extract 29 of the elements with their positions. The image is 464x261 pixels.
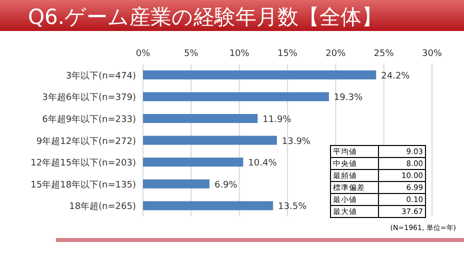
chart-title: Q6.ゲーム産業の経験年月数【全体】 bbox=[28, 5, 383, 29]
x-tick-label: 5% bbox=[184, 49, 199, 59]
y-tick-label: 18年超(n=265) bbox=[69, 201, 136, 212]
x-tick-label: 25% bbox=[374, 49, 394, 59]
data-label: 6.9% bbox=[214, 180, 238, 190]
x-tick-label: 0% bbox=[136, 49, 151, 59]
data-label: 13.9% bbox=[282, 136, 311, 147]
bar bbox=[143, 179, 210, 188]
x-tick-label: 30% bbox=[422, 49, 442, 59]
bar bbox=[143, 92, 329, 102]
y-tick-label: 3年超6年以下(n=379) bbox=[42, 92, 136, 104]
x-tick-label: 20% bbox=[326, 49, 346, 59]
data-label: 10.4% bbox=[248, 158, 278, 169]
bar bbox=[143, 70, 376, 80]
data-label: 24.2% bbox=[381, 71, 410, 82]
y-tick-label: 9年超12年以下(n=272) bbox=[36, 136, 136, 147]
data-label: 11.9% bbox=[262, 115, 292, 125]
bar bbox=[143, 201, 274, 210]
y-tick-label: 6年超9年以下(n=233) bbox=[42, 114, 136, 125]
bar bbox=[143, 136, 277, 145]
y-tick-label: 12年超15年以下(n=203) bbox=[30, 158, 136, 169]
data-label: 19.3% bbox=[334, 93, 363, 104]
y-tick-label: 3年以下(n=474) bbox=[66, 70, 136, 82]
bar bbox=[143, 114, 258, 123]
x-tick-label: 15% bbox=[277, 49, 298, 59]
y-tick-label: 15年超18年以下(n=135) bbox=[30, 179, 136, 190]
data-label: 13.5% bbox=[278, 202, 308, 212]
bar bbox=[143, 158, 244, 167]
x-tick-label: 10% bbox=[229, 49, 250, 59]
